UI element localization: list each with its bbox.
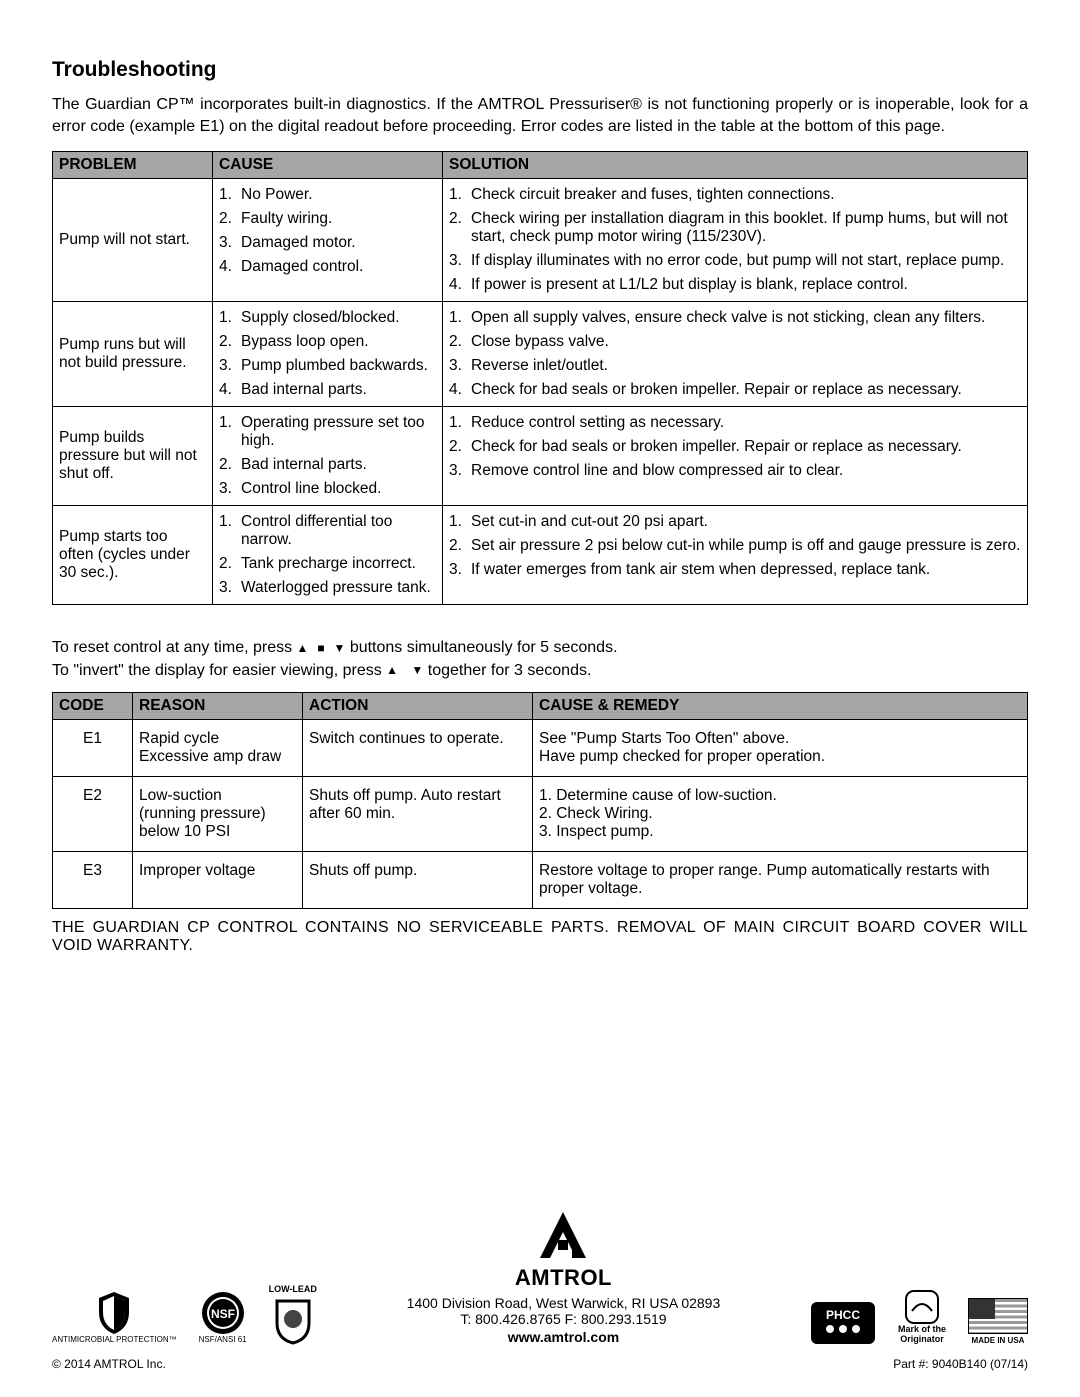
made-in-usa-icon: MADE IN USA bbox=[968, 1298, 1028, 1345]
part-number: Part #: 9040B140 (07/14) bbox=[893, 1357, 1028, 1371]
amtrol-logo-icon bbox=[528, 1210, 598, 1262]
solution-cell: 1.Set cut-in and cut-out 20 psi apart.2.… bbox=[443, 506, 1028, 605]
nsf-icon: NSF NSF/ANSI 61 bbox=[199, 1290, 247, 1345]
page-footer: ANTIMICROBIAL PROTECTION™ NSF NSF/ANSI 6… bbox=[0, 1210, 1080, 1371]
down-icon: ▼ bbox=[411, 662, 423, 679]
down-icon: ▼ bbox=[333, 640, 345, 657]
remedy-cell: Restore voltage to proper range. Pump au… bbox=[533, 851, 1028, 908]
solution-cell: 1.Open all supply valves, ensure check v… bbox=[443, 302, 1028, 407]
cause-cell: 1.No Power.2.Faulty wiring.3.Damaged mot… bbox=[213, 179, 443, 302]
th-reason: REASON bbox=[133, 692, 303, 719]
intro-paragraph: The Guardian CP™ incorporates built-in d… bbox=[52, 94, 1028, 137]
svg-text:NSF: NSF bbox=[211, 1307, 235, 1321]
action-cell: Shuts off pump. bbox=[303, 851, 533, 908]
th-remedy: CAUSE & REMEDY bbox=[533, 692, 1028, 719]
company-name: AMTROL bbox=[407, 1265, 721, 1291]
problem-cell: Pump runs but will not build pressure. bbox=[53, 302, 213, 407]
reason-cell: Rapid cycle Excessive amp draw bbox=[133, 719, 303, 776]
cause-cell: 1.Operating pressure set too high.2.Bad … bbox=[213, 407, 443, 506]
company-info: AMTROL 1400 Division Road, West Warwick,… bbox=[407, 1210, 721, 1345]
phones: T: 800.426.8765 F: 800.293.1519 bbox=[407, 1311, 721, 1327]
code-cell: E2 bbox=[53, 776, 133, 851]
code-cell: E3 bbox=[53, 851, 133, 908]
remedy-cell: See "Pump Starts Too Often" above. Have … bbox=[533, 719, 1028, 776]
problem-cell: Pump builds pressure but will not shut o… bbox=[53, 407, 213, 506]
up-icon: ▲ bbox=[386, 662, 398, 679]
svg-text:PHCC: PHCC bbox=[826, 1308, 860, 1322]
th-solution: SOLUTION bbox=[443, 152, 1028, 179]
th-action: ACTION bbox=[303, 692, 533, 719]
up-icon: ▲ bbox=[297, 640, 309, 657]
action-cell: Shuts off pump. Auto restart after 60 mi… bbox=[303, 776, 533, 851]
cause-cell: 1.Supply closed/blocked.2.Bypass loop op… bbox=[213, 302, 443, 407]
problem-cell: Pump starts too often (cycles under 30 s… bbox=[53, 506, 213, 605]
address: 1400 Division Road, West Warwick, RI USA… bbox=[407, 1295, 721, 1311]
copyright: © 2014 AMTROL Inc. bbox=[52, 1357, 166, 1371]
reason-cell: Low-suction (running pressure) below 10 … bbox=[133, 776, 303, 851]
page-title: Troubleshooting bbox=[52, 58, 1028, 82]
th-cause: CAUSE bbox=[213, 152, 443, 179]
warranty-notice: THE GUARDIAN CP CONTROL CONTAINS NO SERV… bbox=[52, 919, 1028, 955]
cause-cell: 1.Control differential too narrow.2.Tank… bbox=[213, 506, 443, 605]
solution-cell: 1.Check circuit breaker and fuses, tight… bbox=[443, 179, 1028, 302]
originator-mark-icon: Mark of the Originator bbox=[898, 1289, 946, 1345]
low-lead-icon: LOW-LEAD bbox=[269, 1285, 317, 1345]
phcc-icon: PHCC bbox=[810, 1301, 876, 1345]
troubleshooting-table: PROBLEM CAUSE SOLUTION Pump will not sta… bbox=[52, 151, 1028, 605]
stop-icon: ■ bbox=[317, 640, 324, 657]
reset-instructions: To reset control at any time, press ▲ ■ … bbox=[52, 637, 1028, 682]
th-code: CODE bbox=[53, 692, 133, 719]
th-problem: PROBLEM bbox=[53, 152, 213, 179]
problem-cell: Pump will not start. bbox=[53, 179, 213, 302]
remedy-cell: 1. Determine cause of low-suction. 2. Ch… bbox=[533, 776, 1028, 851]
solution-cell: 1.Reduce control setting as necessary.2.… bbox=[443, 407, 1028, 506]
antimicrobial-icon: ANTIMICROBIAL PROTECTION™ bbox=[52, 1290, 177, 1345]
action-cell: Switch continues to operate. bbox=[303, 719, 533, 776]
reason-cell: Improper voltage bbox=[133, 851, 303, 908]
error-code-table: CODE REASON ACTION CAUSE & REMEDY E1Rapi… bbox=[52, 692, 1028, 909]
code-cell: E1 bbox=[53, 719, 133, 776]
website: www.amtrol.com bbox=[407, 1329, 721, 1345]
